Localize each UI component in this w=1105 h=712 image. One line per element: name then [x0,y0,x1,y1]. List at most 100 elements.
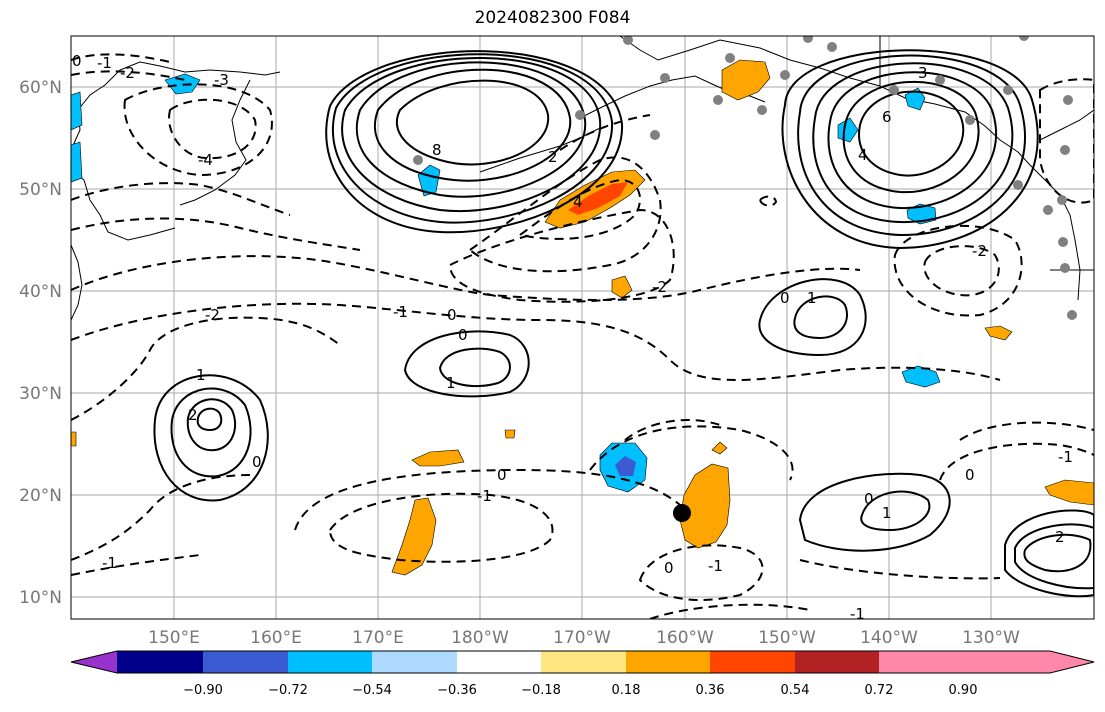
colorbar-segment [795,651,879,673]
contour-label-1-mid: 1 [446,374,456,392]
contour-label-neg1-far-se: -1 [1058,448,1073,466]
colorbar-segment [288,651,372,673]
colorbar-segment [457,651,541,673]
lat-labels: 60°N 50°N 40°N 30°N 20°N 10°N [19,78,62,608]
contour-pos-ne-4 [812,62,1014,224]
contour-label-neg4-west: -4 [198,151,213,169]
station-dot [1060,145,1070,155]
contour-neg-hawaii [638,544,764,601]
contour-label-0-east: 0 [780,289,790,307]
contour-label-0-far-se: 0 [965,466,975,484]
contour-label-0-mid: 0 [447,306,457,324]
colorbar-tick-label: 0.36 [696,683,725,698]
coast-kamchatka [179,79,251,206]
shade-cyan-nw [417,164,441,197]
contour-pos-far-se-0 [1004,509,1094,598]
lat-label-40n: 40°N [19,282,62,302]
contour-neg-mid-0 [71,302,1001,381]
contour-pos-central-1 [438,347,511,387]
shade-orange-alaska [721,59,771,101]
colorbar-ticks: −0.90 −0.72 −0.54 −0.36 −0.18 0.18 0.36 … [183,683,977,698]
station-dot [757,105,767,115]
station-dot [1058,237,1068,247]
contour-label-0-sw: 0 [252,453,262,471]
contours-negative [71,53,1094,619]
contour-pos-far-se-1 [1014,523,1094,590]
lon-label-160e: 160°E [250,628,302,648]
colorbar-segment [372,651,457,673]
shade-orange-wp1 [411,449,465,467]
lon-label-180w: 180°W [451,628,509,648]
contour-neg-gulf-outer [448,208,675,303]
contour-pos-sw-3 [196,407,223,432]
shade-orange-hawaii [679,463,731,549]
contour-labels: 8 3 6 4 4 2 -4 -3 -2 -1 0 -2 -1 0 1 0 -2… [72,52,1073,619]
contour-pos-ne-5 [797,54,1026,237]
station-dot [1003,85,1013,95]
colorbar-tick-label: −0.54 [352,683,392,698]
shade-cyan-east [901,365,941,388]
contour-neg-small-loop [758,195,778,207]
contour-label-neg2-mid: -2 [205,306,220,324]
lon-label-170e: 170°E [352,628,404,648]
colorbar-segment [541,651,626,673]
coast-canada-north [1039,109,1094,141]
contour-label-0-south: 0 [497,466,507,484]
colorbar-extend-high [963,651,1094,673]
colorbar-segment [203,651,288,673]
station-dot [1019,36,1029,41]
contour-neg-south-1 [328,492,554,563]
contour-label-6: 6 [882,108,892,126]
contour-label-4: 4 [858,146,868,164]
shade-orange-small2 [711,441,728,455]
colorbar-tick-label: −0.36 [437,683,477,698]
station-dot [780,70,790,80]
coast-japan [71,244,83,321]
station-dot [650,130,660,140]
contour-neg-hawaii-0 [589,425,794,481]
contour-pos-ne-6 [781,49,1039,250]
colorbar-outline [70,650,1095,674]
station-dot [1013,180,1023,190]
contour-pos-sw-2 [186,398,237,452]
lon-label-160w: 160°W [656,628,714,648]
contour-label-2-gulf: 2 [548,148,558,166]
map-frame [70,35,1095,620]
contour-pos-east-1 [793,295,848,340]
contour-neg-west-3 [71,554,201,576]
shade-orange-east [984,325,1013,341]
station-dot [965,115,975,125]
colorbar-tick-label: −0.90 [183,683,223,698]
shade-red-gulf [568,182,628,215]
colorbar: −0.90 −0.72 −0.54 −0.36 −0.18 0.18 0.36 … [70,650,1095,698]
station-dot [660,73,670,83]
lat-label-20n: 20°N [19,486,62,506]
lat-label-30n: 30°N [19,384,62,404]
contour-pos-ne-2 [842,80,980,194]
contour-pos-sw-1 [170,387,252,478]
station-dot [725,53,735,63]
shade-orange-small1 [611,275,633,299]
station-dot [827,42,837,52]
station-dot [1043,205,1053,215]
station-dot [413,155,423,165]
shade-orange-tiny [504,429,516,439]
contour-label-neg2-central: -2 [652,278,667,296]
contour-neg-mid-1 [71,255,861,301]
lon-label-150e: 150°E [148,628,200,648]
station-dot [889,85,899,95]
contour-neg-se-1 [959,421,1094,441]
contour-label-2-sw: 2 [188,406,198,424]
contour-label-8: 8 [432,141,442,159]
station-dot [1057,195,1067,205]
shade-blue-pacific [615,456,636,476]
contour-label-neg2-west: -2 [120,64,135,82]
contour-neg-nw-e [71,53,171,63]
shade-orange-south [391,497,437,576]
colorbar-extend-low [71,651,117,673]
contour-neg-south-0 [294,468,681,531]
contour-neg-west-2 [71,474,251,561]
shade-cyan-alaska2 [904,87,926,111]
station-dot [803,36,813,43]
